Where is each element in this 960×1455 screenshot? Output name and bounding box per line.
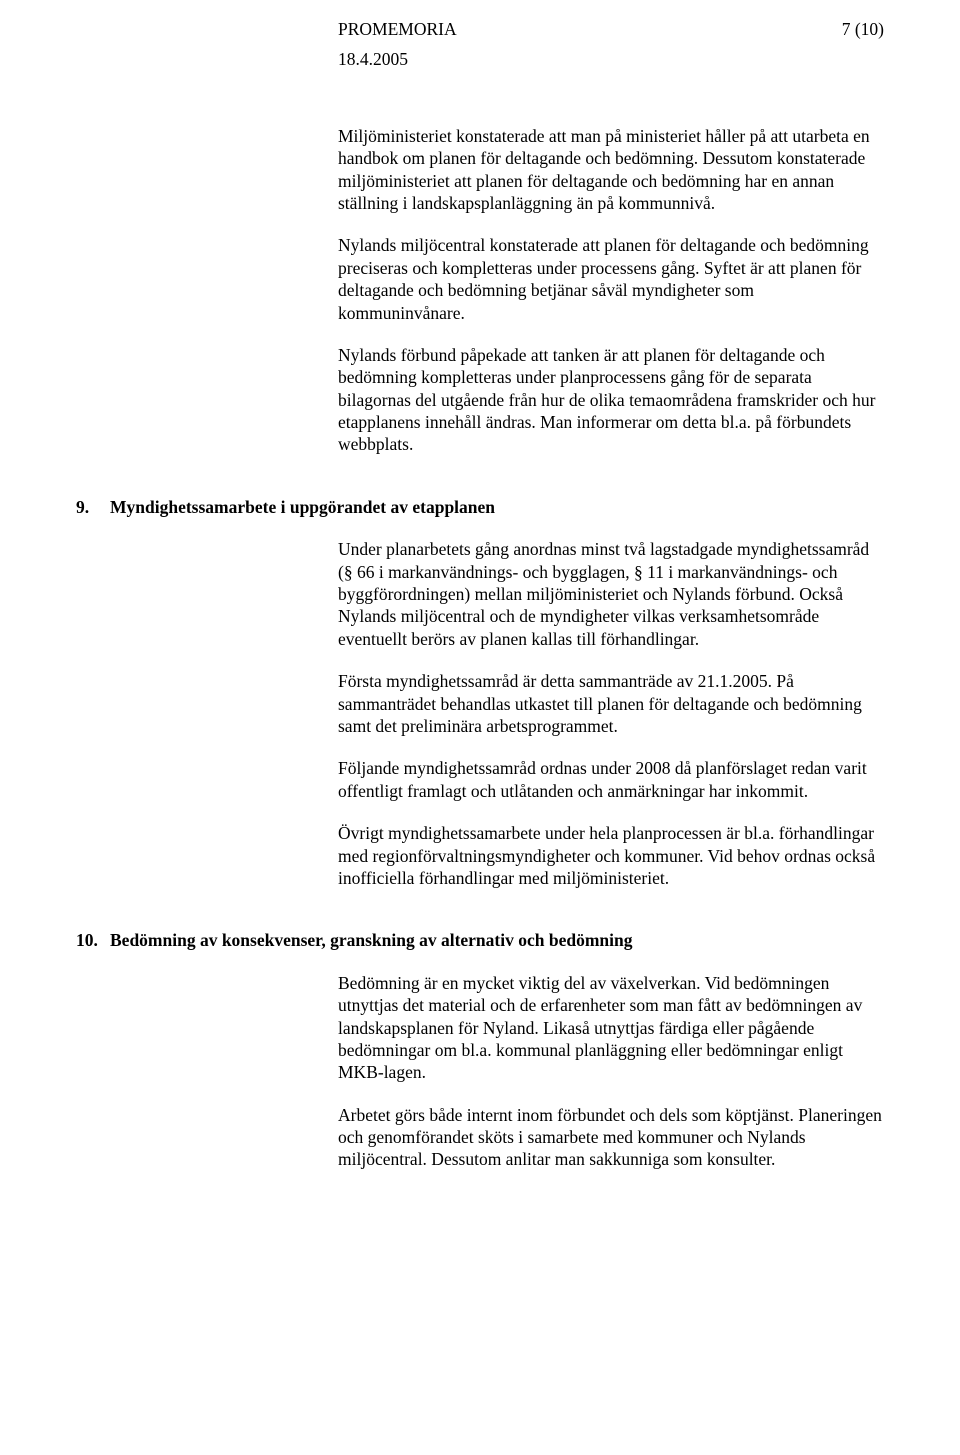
intro-paragraph: Nylands miljöcentral konstaterade att pl… — [76, 234, 884, 324]
date: 18.4.2005 — [76, 48, 884, 70]
body-paragraph: Övrigt myndighetssamarbete under hela pl… — [76, 822, 884, 889]
section-heading: 10. Bedömning av konsekvenser, gransknin… — [76, 929, 884, 951]
page-indicator: 7 (10) — [842, 18, 884, 40]
body-paragraph: Arbetet görs både internt inom förbundet… — [76, 1104, 884, 1171]
intro-paragraph: Miljöministeriet konstaterade att man på… — [76, 125, 884, 215]
intro-paragraph: Nylands förbund påpekade att tanken är a… — [76, 344, 884, 456]
body-paragraph: Första myndighetssamråd är detta sammant… — [76, 670, 884, 737]
body-paragraph: Bedömning är en mycket viktig del av väx… — [76, 972, 884, 1084]
header-row: PROMEMORIA 7 (10) — [76, 18, 884, 40]
section-number: 10. — [76, 929, 110, 951]
section-title: Myndighetssamarbete i uppgörandet av eta… — [110, 496, 884, 518]
section-heading: 9. Myndighetssamarbete i uppgörandet av … — [76, 496, 884, 518]
section-title: Bedömning av konsekvenser, granskning av… — [110, 929, 884, 951]
section-number: 9. — [76, 496, 110, 518]
doc-type: PROMEMORIA — [76, 18, 457, 40]
body-paragraph: Följande myndighetssamråd ordnas under 2… — [76, 757, 884, 802]
body-paragraph: Under planarbetets gång anordnas minst t… — [76, 538, 884, 650]
